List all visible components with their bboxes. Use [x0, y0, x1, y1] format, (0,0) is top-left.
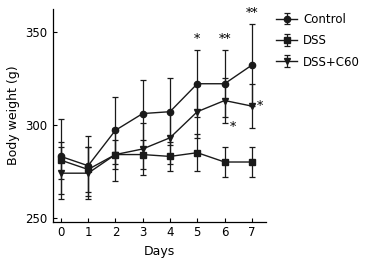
- Text: *: *: [229, 121, 236, 134]
- Legend: Control, DSS, DSS+C60: Control, DSS, DSS+C60: [273, 11, 362, 71]
- Text: *: *: [194, 33, 201, 46]
- Text: *: *: [257, 100, 263, 113]
- X-axis label: Days: Days: [144, 245, 175, 258]
- Y-axis label: Body weight (g): Body weight (g): [7, 66, 20, 165]
- Text: **: **: [218, 33, 231, 46]
- Text: **: **: [246, 7, 258, 20]
